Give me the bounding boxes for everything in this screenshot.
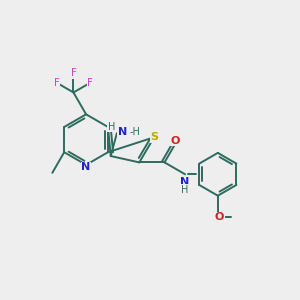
Text: H: H	[182, 185, 189, 195]
Text: O: O	[214, 212, 224, 222]
Text: F: F	[54, 78, 60, 88]
Text: N: N	[82, 162, 91, 172]
Text: S: S	[150, 132, 158, 142]
Text: F: F	[70, 68, 76, 78]
Text: -H: -H	[130, 127, 141, 136]
Text: N: N	[118, 127, 127, 136]
Text: H: H	[108, 122, 115, 131]
Text: O: O	[170, 136, 180, 146]
Text: F: F	[87, 78, 93, 88]
Text: N: N	[181, 177, 190, 187]
